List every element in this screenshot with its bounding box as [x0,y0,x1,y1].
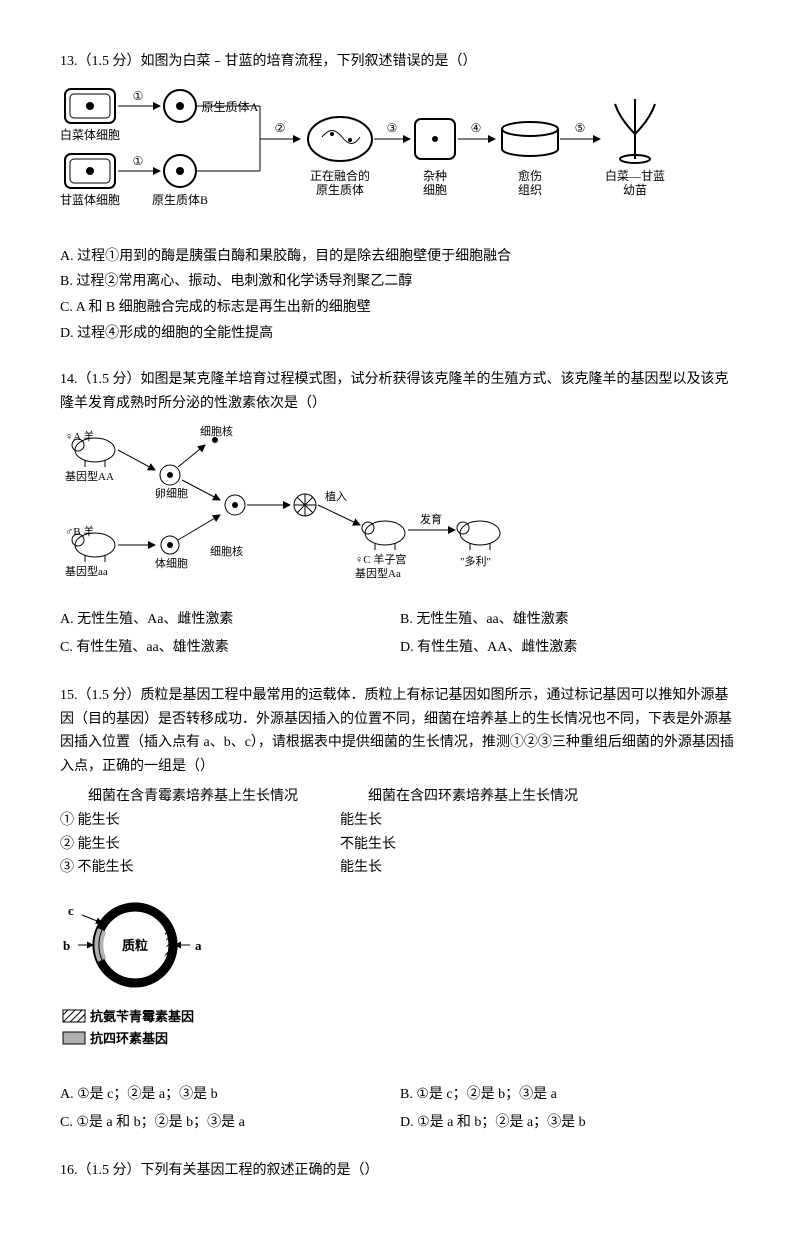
q15-r1c2: 能生长 [340,809,620,833]
label-callus2: 组织 [518,183,542,197]
label-dolly: "多利" [460,554,491,568]
q16-stem: 16.（1.5 分）下列有关基因工程的叙述正确的是（） [60,1159,740,1183]
label-tet: 抗四环素基因 [90,1031,168,1046]
q15-options: A. ①是 c；②是 a；③是 b B. ①是 c；②是 b；③是 a C. ①… [60,1081,740,1137]
label-seedling1: 白菜—甘蓝 [605,168,665,183]
q13-opt-b: B. 过程②常用离心、振动、电刺激和化学诱导剂聚乙二醇 [60,270,740,294]
q14-stem: 14.（1.5 分）如图是某克隆羊培育过程模式图，试分析获得该克隆羊的生殖方式、… [60,368,740,416]
question-13: 13.（1.5 分）如图为白菜﹣甘蓝的培育流程，下列叙述错误的是（） 白菜体细胞… [60,50,740,346]
label-implant: 植入 [325,489,347,503]
label-somatic: 体细胞 [155,556,188,570]
label-baicai: 白菜体细胞 [60,127,120,142]
label-genB: 基因型aa [65,564,108,578]
q15-table: 细菌在含青霉素培养基上生长情况 细菌在含四环素培养基上生长情况 ① 能生长 能生… [60,785,740,880]
label-hybrid1: 杂种 [423,169,447,183]
q14-opt-b: B. 无性生殖、aa、雄性激素 [400,608,740,632]
label-sheepC: ♀C 羊子宫 [355,552,406,566]
sheep-dolly-icon [457,521,500,550]
q15-r2c1: ② 能生长 [60,833,340,857]
q14-options: A. 无性生殖、Aa、雌性激素 B. 无性生殖、aa、雄性激素 C. 有性生殖、… [60,606,740,662]
q15-r2c2: 不能生长 [340,833,620,857]
step4: ④ [471,121,482,135]
label-egg: 卵细胞 [155,487,188,500]
step3: ③ [387,121,398,135]
q14-opt-d: D. 有性生殖、AA、雌性激素 [400,636,740,660]
step5: ⑤ [575,121,586,135]
label-ganlan: 甘蓝体细胞 [60,193,120,207]
sheep-c-icon [362,521,405,550]
step1a: ① [133,89,144,103]
label-b: b [63,938,70,953]
q13-opt-a: A. 过程①用到的酶是胰蛋白酶和果胶酶，目的是除去细胞壁便于细胞融合 [60,245,740,269]
q13-diagram: 白菜体细胞 甘蓝体细胞 ① ① 原生质体A 原生质体B ② [60,84,740,233]
q15-diagram: a b c 质粒 抗氨苄青霉素基因 抗四环素基因 [60,890,740,1069]
label-fusing1: 正在融合的 [310,168,370,183]
label-genA: 基因型AA [65,469,114,483]
label-sheepA: ♀A 羊 [65,429,94,443]
step1b: ① [133,154,144,168]
q13-opt-d: D. 过程④形成的细胞的全能性提高 [60,322,740,346]
label-fusing2: 原生质体 [316,183,364,197]
label-c: c [68,903,74,918]
q14-opt-c: C. 有性生殖、aa、雄性激素 [60,636,400,660]
q14-opt-a: A. 无性生殖、Aa、雌性激素 [60,608,400,632]
q15-r1c1: ① 能生长 [60,809,340,833]
label-nucleusB: 细胞核 [210,544,243,558]
q15-opt-c: C. ①是 a 和 b；②是 b；③是 a [60,1111,400,1135]
q13-stem: 13.（1.5 分）如图为白菜﹣甘蓝的培育流程，下列叙述错误的是（） [60,50,740,74]
label-callus1: 愈伤 [518,168,542,183]
q15-stem: 15.（1.5 分）质粒是基因工程中最常用的运载体．质粒上有标记基因如图所示，通… [60,684,740,779]
q15-th2: 细菌在含四环素培养基上生长情况 [340,785,620,809]
q15-opt-d: D. ①是 a 和 b；②是 a；③是 b [400,1111,740,1135]
question-15: 15.（1.5 分）质粒是基因工程中最常用的运载体．质粒上有标记基因如图所示，通… [60,684,740,1137]
step2: ② [275,121,286,135]
q15-r3c1: ③ 不能生长 [60,856,340,880]
label-hybrid2: 细胞 [423,183,447,197]
label-protoA: 原生质体A [202,100,259,114]
q13-opt-c: C. A 和 B 细胞融合完成的标志是再生出新的细胞壁 [60,296,740,320]
question-16: 16.（1.5 分）下列有关基因工程的叙述正确的是（） [60,1159,740,1183]
question-14: 14.（1.5 分）如图是某克隆羊培育过程模式图，试分析获得该克隆羊的生殖方式、… [60,368,740,662]
q15-th1: 细菌在含青霉素培养基上生长情况 [60,785,340,809]
label-seedling2: 幼苗 [623,183,647,197]
label-a: a [195,938,202,953]
q15-r3c2: 能生长 [340,856,620,880]
q15-opt-a: A. ①是 c；②是 a；③是 b [60,1083,400,1107]
label-amp: 抗氨苄青霉素基因 [90,1009,194,1024]
label-nucleusA: 细胞核 [200,425,233,438]
label-protoB: 原生质体B [152,193,208,207]
q13-options: A. 过程①用到的酶是胰蛋白酶和果胶酶，目的是除去细胞壁便于细胞融合 B. 过程… [60,245,740,346]
q15-opt-b: B. ①是 c；②是 b；③是 a [400,1083,740,1107]
label-plasmid: 质粒 [122,938,148,953]
q14-diagram: ♀A 羊 基因型AA 卵细胞 细胞核 ♂B 羊 基因型aa 体细 [60,425,740,594]
label-sheepB: ♂B 羊 [65,524,94,538]
label-develop: 发育 [420,512,442,526]
label-genC: 基因型Aa [355,566,401,580]
